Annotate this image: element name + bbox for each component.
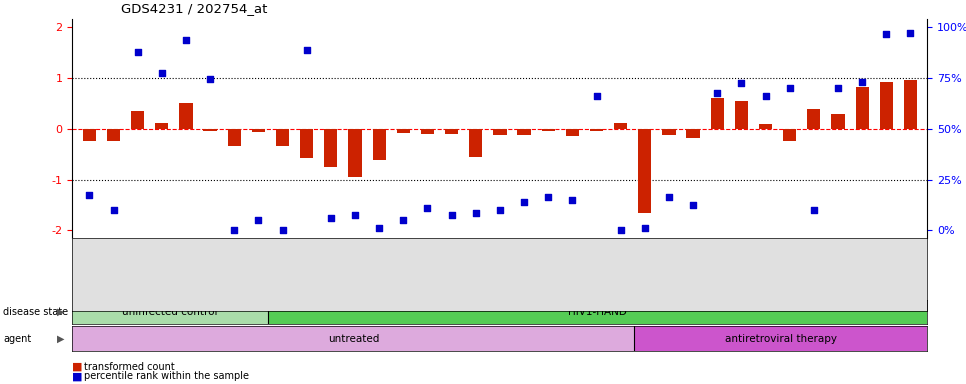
Point: [203, 76, 218, 82]
Bar: [107, 129, 120, 141]
Point: [178, 36, 193, 43]
Bar: [72, 326, 635, 351]
Bar: [445, 129, 458, 134]
Point: [661, 194, 676, 200]
Text: disease state: disease state: [3, 307, 68, 317]
Text: antiretroviral therapy: antiretroviral therapy: [724, 334, 837, 344]
Point: [347, 212, 362, 218]
Point: [638, 225, 653, 231]
Bar: [276, 129, 289, 146]
Point: [854, 79, 869, 85]
Point: [468, 210, 483, 216]
Bar: [566, 129, 579, 136]
Point: [129, 49, 146, 55]
Bar: [832, 114, 844, 129]
Bar: [614, 122, 627, 129]
Point: [251, 217, 267, 223]
Bar: [518, 129, 530, 135]
Point: [902, 30, 918, 36]
Bar: [180, 103, 192, 129]
Text: ■: ■: [72, 371, 83, 381]
Point: [806, 207, 821, 213]
Point: [516, 199, 531, 205]
Point: [757, 93, 773, 99]
Point: [299, 47, 315, 53]
Bar: [83, 129, 96, 141]
Text: ▶: ▶: [57, 307, 65, 317]
Point: [274, 227, 290, 233]
Bar: [639, 129, 651, 213]
Point: [878, 31, 894, 38]
Point: [323, 215, 338, 221]
Bar: [300, 129, 313, 158]
Point: [830, 85, 846, 91]
Point: [782, 85, 798, 91]
Bar: [880, 82, 893, 129]
Point: [612, 227, 628, 233]
Point: [492, 207, 508, 213]
Point: [734, 80, 750, 86]
Point: [685, 202, 700, 208]
Text: percentile rank within the sample: percentile rank within the sample: [84, 371, 249, 381]
Bar: [808, 109, 820, 129]
Text: GDS4231 / 202754_at: GDS4231 / 202754_at: [121, 2, 268, 15]
Bar: [904, 80, 917, 129]
Bar: [635, 326, 927, 351]
Bar: [72, 300, 268, 324]
Bar: [228, 129, 241, 146]
Bar: [349, 129, 361, 177]
Point: [155, 70, 170, 76]
Bar: [373, 129, 385, 160]
Point: [396, 217, 412, 223]
Bar: [494, 129, 506, 135]
Bar: [325, 129, 337, 167]
Point: [541, 194, 556, 200]
Point: [564, 197, 580, 203]
Text: ■: ■: [72, 362, 83, 372]
Point: [709, 90, 724, 96]
Point: [419, 204, 435, 210]
Bar: [268, 300, 927, 324]
Bar: [204, 129, 216, 131]
Point: [443, 212, 460, 218]
Bar: [735, 101, 748, 129]
Bar: [759, 124, 772, 129]
Bar: [783, 129, 796, 141]
Bar: [856, 87, 868, 129]
Bar: [469, 129, 482, 157]
Text: ▶: ▶: [57, 334, 65, 344]
Bar: [131, 111, 144, 129]
Bar: [542, 129, 554, 131]
Text: HIV1-HAND: HIV1-HAND: [568, 307, 627, 317]
Bar: [397, 129, 410, 133]
Point: [588, 93, 605, 99]
Point: [371, 225, 386, 231]
Bar: [421, 129, 434, 134]
Bar: [590, 129, 603, 131]
Point: [106, 207, 122, 213]
Text: uninfected control: uninfected control: [123, 307, 218, 317]
Text: untreated: untreated: [327, 334, 379, 344]
Bar: [711, 98, 724, 129]
Point: [226, 227, 242, 233]
Bar: [663, 129, 675, 135]
Text: agent: agent: [3, 334, 31, 344]
Bar: [156, 122, 168, 129]
Text: transformed count: transformed count: [84, 362, 175, 372]
Point: [82, 192, 98, 198]
Bar: [252, 129, 265, 132]
Bar: [687, 129, 699, 138]
